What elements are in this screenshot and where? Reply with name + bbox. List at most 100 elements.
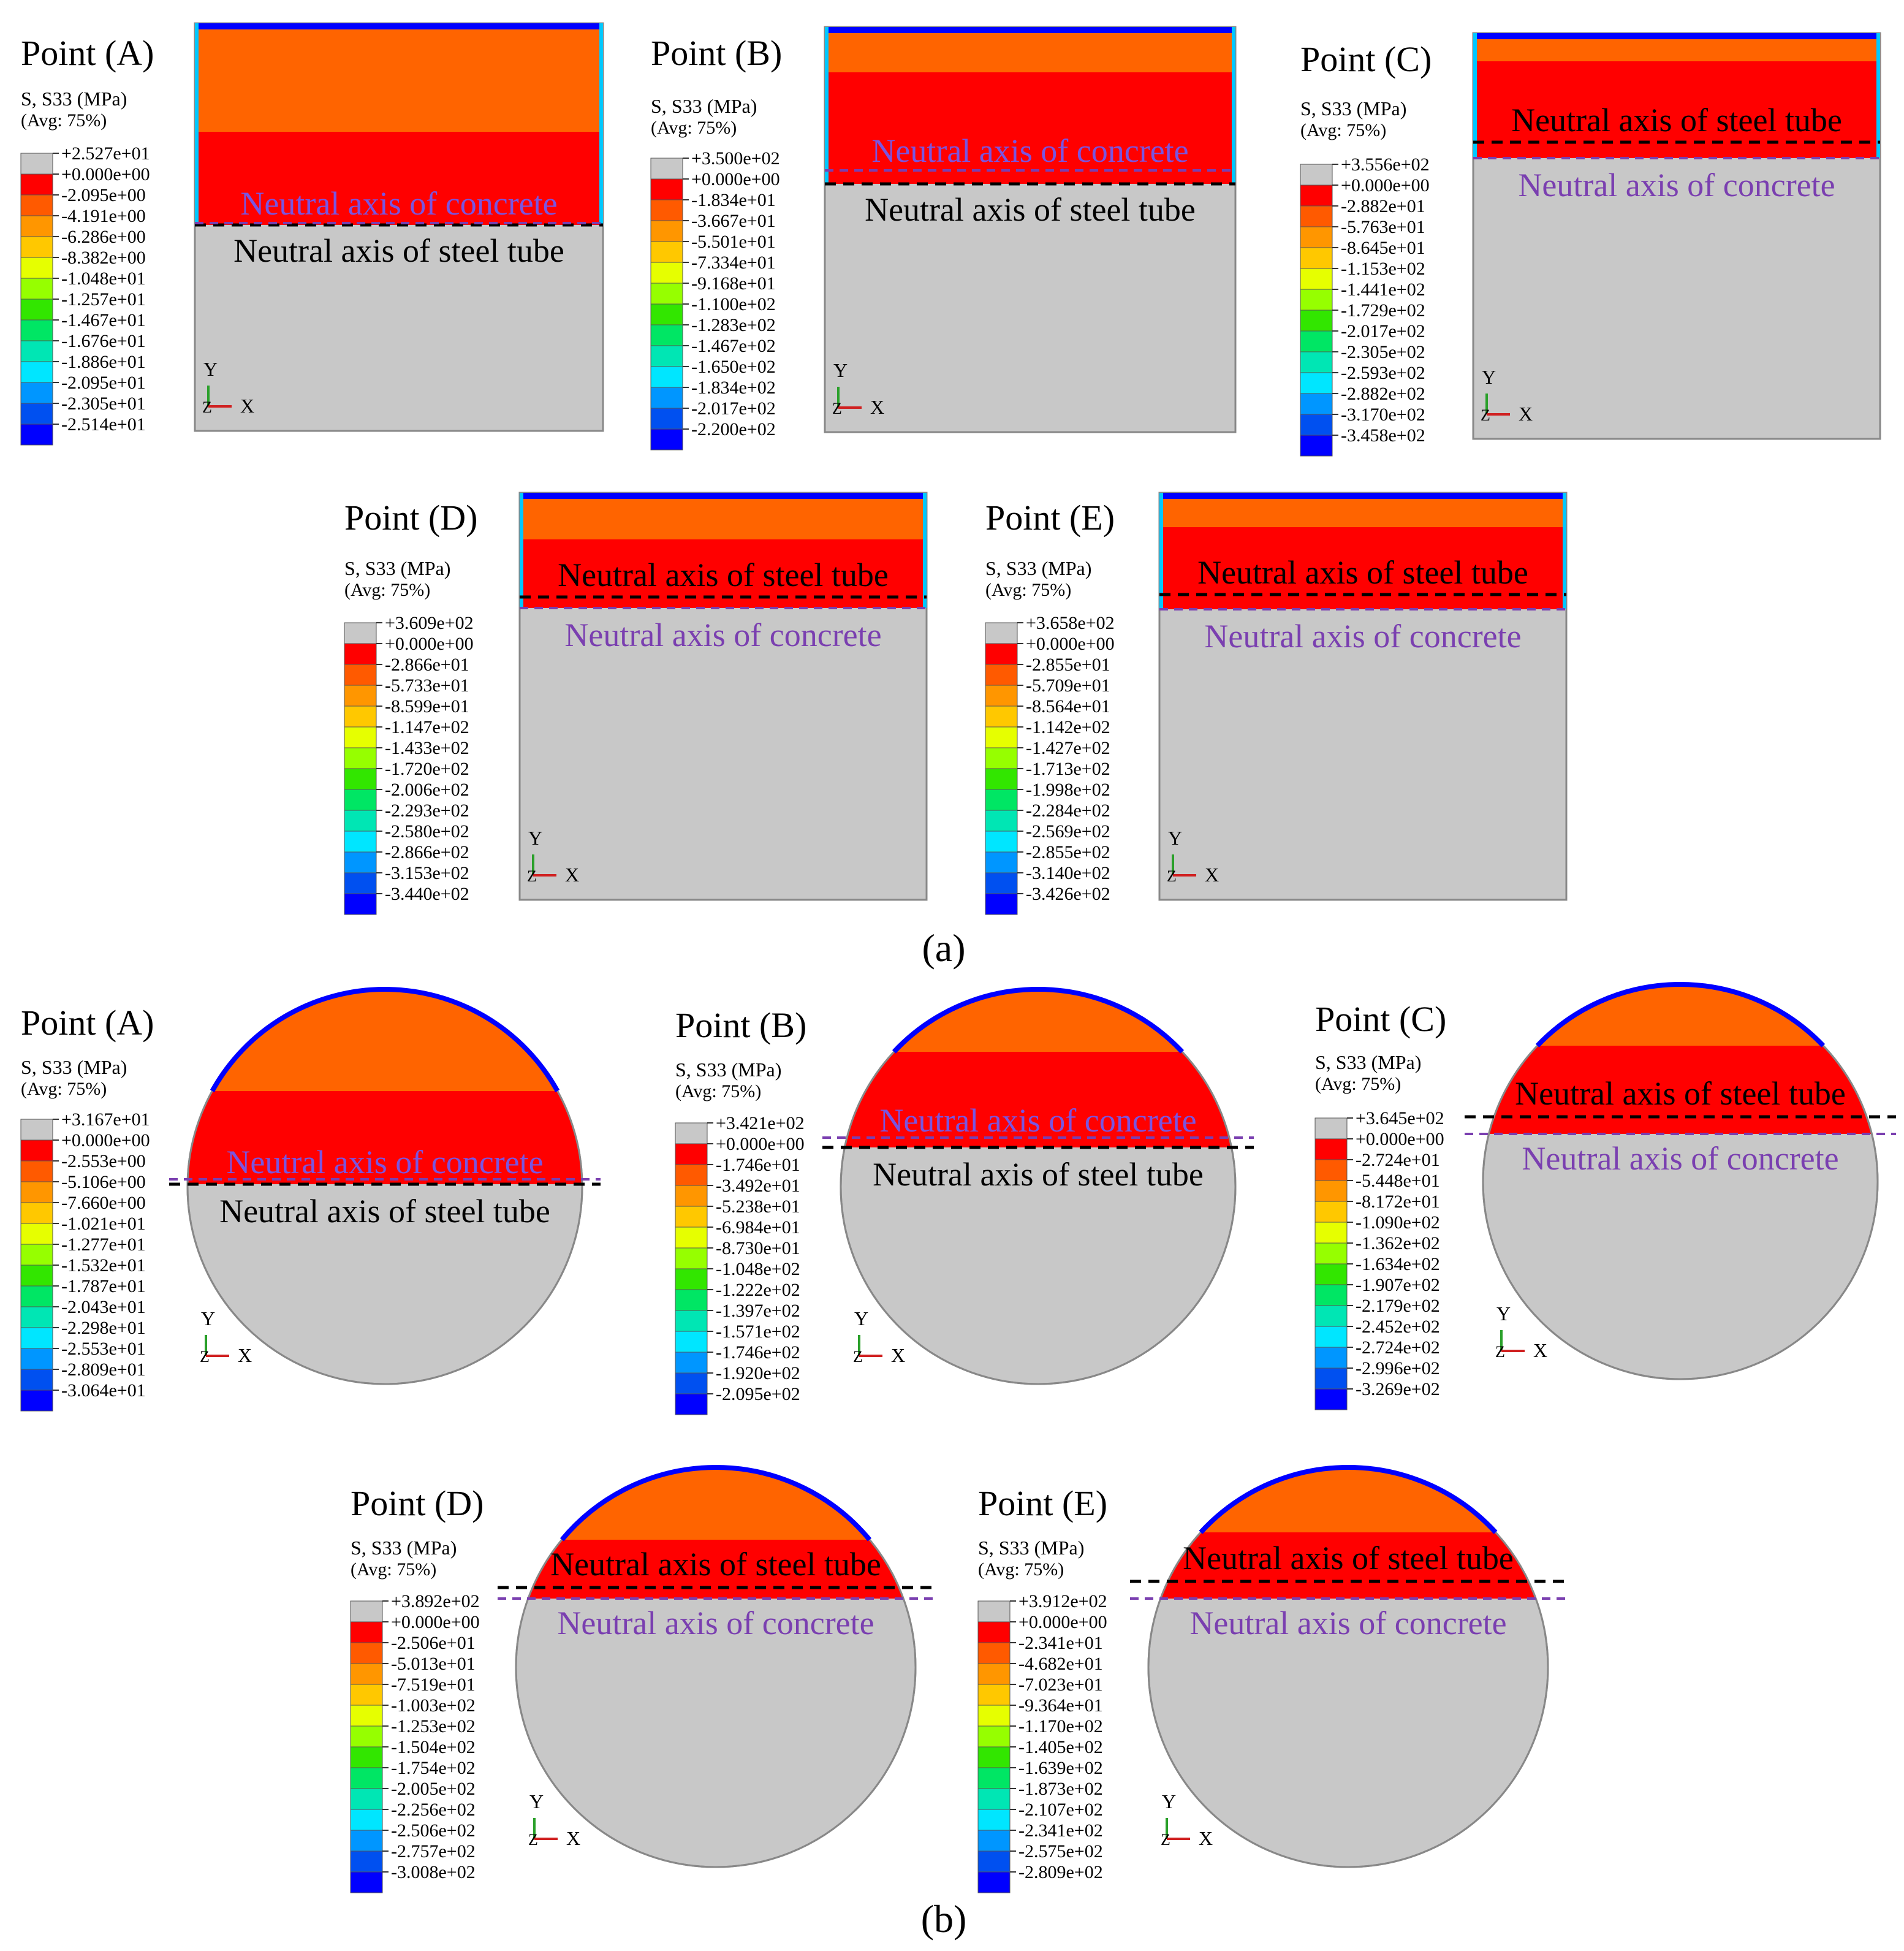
legend-value: -2.506e+02 (391, 1820, 476, 1841)
legend-swatch (350, 1809, 383, 1831)
legend-avg: (Avg: 75%) (21, 1079, 107, 1099)
legend-value: -2.452e+02 (1356, 1317, 1440, 1337)
legend-swatch (985, 705, 1018, 728)
part-a-label: (a) (922, 926, 965, 970)
legend-swatch (650, 428, 683, 451)
legend-swatch (344, 851, 377, 873)
neutral-axis-steel-label: Neutral axis of steel tube (1511, 102, 1842, 139)
legend-value: +0.000e+00 (61, 164, 150, 184)
legend-swatch (20, 194, 53, 216)
legend-swatch (650, 283, 683, 305)
point-label: Point (D) (344, 498, 478, 538)
legend-swatch (1314, 1201, 1348, 1223)
legend-value: +0.000e+00 (391, 1612, 480, 1632)
legend-swatch (650, 408, 683, 430)
legend-swatch (1314, 1180, 1348, 1202)
neutral-axis-concrete-label: Neutral axis of concrete (557, 1605, 874, 1641)
point-label: Point (D) (351, 1483, 484, 1523)
legend-value: -3.667e+01 (691, 211, 776, 231)
legend-swatch (20, 319, 53, 341)
legend-value: -1.283e+02 (691, 315, 776, 335)
steel-tube-left-web (195, 23, 199, 225)
point-label: Point (B) (651, 33, 782, 73)
legend-value: -1.754e+02 (391, 1758, 476, 1778)
legend-swatch (650, 220, 683, 242)
axis-z-label: Z (528, 1831, 538, 1849)
legend-swatch (344, 622, 377, 644)
legend-swatch (1300, 330, 1333, 352)
cross-section-rect: Neutral axis of steel tube Neutral axis o… (1472, 32, 1881, 440)
legend-swatch (1314, 1159, 1348, 1181)
legend-swatch (20, 424, 53, 446)
legend-value: -7.334e+01 (691, 253, 776, 273)
legend-avg: (Avg: 75%) (978, 1559, 1064, 1580)
steel-tube-left-web (1473, 33, 1477, 158)
legend-value: -2.809e+01 (61, 1360, 146, 1380)
axis-z-label: Z (200, 1348, 210, 1366)
legend-swatch (650, 387, 683, 409)
cross-section-rect: Neutral axis of steel tube Neutral axis o… (194, 22, 604, 432)
legend-swatch (344, 685, 377, 707)
legend-value: -3.140e+02 (1026, 863, 1110, 883)
axis-triad-icon: YX Z (528, 1790, 580, 1849)
legend-value: -1.532e+01 (61, 1255, 146, 1276)
legend-value: -2.575e+02 (1018, 1841, 1103, 1862)
legend-value: -3.440e+02 (385, 884, 469, 904)
legend-swatch (350, 1746, 383, 1768)
legend-value: -2.882e+02 (1341, 384, 1425, 404)
legend-swatch (20, 382, 53, 404)
legend-value: -2.724e+02 (1356, 1337, 1440, 1358)
legend-swatch (20, 173, 53, 196)
legend-value: -3.426e+02 (1026, 884, 1110, 904)
legend-swatch (675, 1227, 708, 1249)
legend-value: -1.405e+02 (1018, 1737, 1103, 1757)
legend-value: -1.222e+02 (716, 1280, 800, 1300)
legend-swatch (675, 1164, 708, 1186)
part-b-label: (b) (921, 1897, 967, 1941)
legend-swatch (985, 810, 1018, 832)
legend-swatch (20, 1160, 53, 1182)
legend-swatch (344, 643, 377, 665)
compression-zone-red (825, 72, 1235, 184)
steel-tube-right-web (599, 23, 603, 225)
neutral-axis-steel-label: Neutral axis of steel tube (873, 1156, 1204, 1193)
legend-value: +0.000e+00 (61, 1130, 150, 1150)
compression-zone-orange (195, 23, 603, 132)
axis-z-label: Z (1167, 867, 1177, 885)
legend-swatch (1300, 393, 1333, 415)
legend-swatch (20, 403, 53, 425)
legend-value: -3.008e+02 (391, 1862, 476, 1882)
legend-value: -3.492e+01 (716, 1176, 800, 1196)
neutral-axis-concrete-label: Neutral axis of concrete (226, 1144, 543, 1181)
legend-value: -1.907e+02 (1356, 1275, 1440, 1295)
panel-a-A: Point (A) S, S33 (MPa)(Avg: 75%) +2.527e+0… (20, 22, 604, 446)
legend-value: -1.746e+01 (716, 1155, 800, 1175)
neutral-axis-concrete-label: Neutral axis of concrete (871, 132, 1188, 169)
legend-swatch (350, 1850, 383, 1873)
panel-b-A: Point (A) S, S33 (MPa)(Avg: 75%) +3.167e+0… (20, 987, 601, 1412)
legend-value: -1.571e+02 (716, 1322, 800, 1342)
legend-swatch (985, 789, 1018, 811)
legend-swatch (1300, 164, 1333, 186)
legend-value: -1.397e+02 (716, 1301, 800, 1321)
compression-zone-red (195, 132, 603, 225)
legend-value: -2.553e+00 (61, 1151, 146, 1171)
steel-tube-top-flange (1473, 33, 1880, 39)
axis-y-label: Y (1168, 827, 1182, 849)
legend-swatch (20, 1327, 53, 1349)
steel-tube-top-arc (559, 1465, 872, 1542)
legend-swatch (977, 1642, 1011, 1664)
legend-swatch (1314, 1347, 1348, 1369)
legend-swatch (1300, 289, 1333, 311)
legend-scale: +3.645e+02+0.000e+00-2.724e+01-5.448e+01… (1314, 1108, 1444, 1410)
neutral-axis-steel-label: Neutral axis of steel tube (550, 1546, 881, 1583)
axis-y-label: Y (1496, 1303, 1511, 1325)
legend-swatch (675, 1268, 708, 1290)
legend-value: -5.763e+01 (1341, 217, 1425, 237)
legend-swatch (650, 345, 683, 367)
legend-value: -5.709e+01 (1026, 675, 1110, 696)
legend-value: -1.746e+02 (716, 1342, 800, 1363)
neutral-axis-steel-label: Neutral axis of steel tube (219, 1193, 550, 1230)
legend-swatch (1314, 1284, 1348, 1306)
legend-value: -1.886e+01 (61, 352, 146, 372)
